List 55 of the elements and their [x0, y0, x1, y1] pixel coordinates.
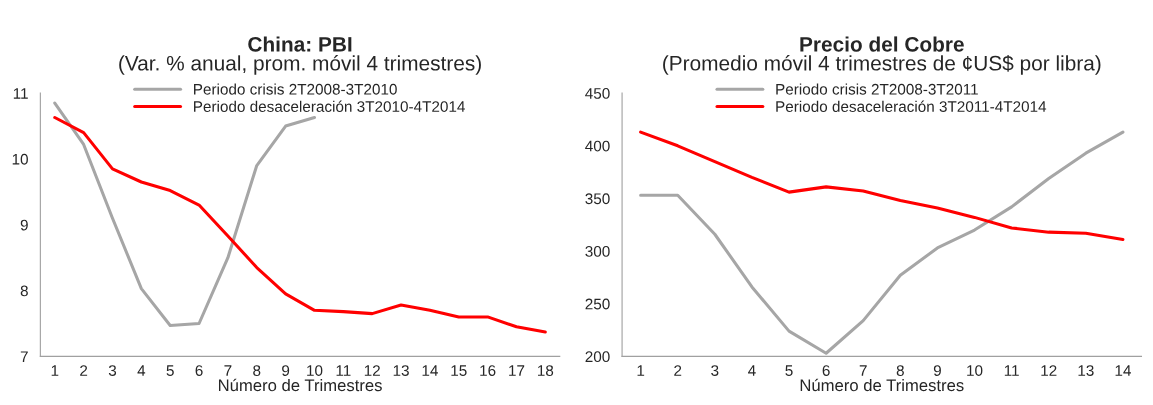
x-tick-label: 7: [224, 365, 232, 376]
y-tick-label: 450: [585, 88, 610, 99]
legend-label: Periodo desaceleración 3T2010-4T2014: [194, 100, 465, 112]
y-tick-label: 400: [585, 140, 610, 152]
y-tick-label: 250: [585, 298, 610, 310]
x-tick-label: 2: [674, 365, 682, 376]
x-tick-label: 15: [451, 365, 467, 376]
x-tick-label: 9: [933, 365, 941, 376]
x-tick-label: 10: [967, 365, 983, 376]
y-tick-label: 200: [585, 351, 610, 363]
y-tick-label: 300: [585, 245, 610, 257]
x-tick-label: 4: [137, 365, 146, 376]
chart-title: Precio del Cobre: [800, 36, 964, 52]
x-tick-label: 3: [711, 365, 719, 376]
x-tick-label: 6: [195, 365, 203, 376]
x-tick-label: 7: [859, 365, 867, 376]
y-tick-label: 10: [12, 153, 28, 165]
x-tick-label: 11: [1004, 365, 1019, 376]
y-tick-label: 11: [13, 88, 28, 99]
x-tick-label: 4: [748, 365, 756, 376]
x-tick-label: 16: [480, 365, 496, 376]
x-tick-label: 17: [509, 365, 525, 376]
x-tick-label: 8: [253, 365, 261, 376]
x-tick-label: 2: [80, 365, 88, 376]
x-tick-label: 1: [51, 365, 59, 376]
chart-subtitle: (Promedio móvil 4 trimestres de ¢US$ por libra): [663, 54, 1101, 75]
x-tick-label: 9: [282, 365, 290, 376]
y-tick-label: 8: [20, 285, 28, 297]
x-tick-label: 6: [822, 365, 830, 376]
x-tick-label: 3: [108, 365, 117, 376]
x-tick-label: 5: [785, 365, 793, 376]
line-series: [53, 115, 547, 334]
x-axis-title: Número de Trimestres: [218, 378, 382, 392]
chart-title: China: PBI: [248, 36, 352, 52]
x-tick-label: 12: [1041, 365, 1057, 376]
legend-label: Periodo crisis 2T2008-3T2011: [776, 83, 978, 95]
legend-label: Periodo crisis 2T2008-3T2010: [194, 83, 397, 95]
x-tick-label: 8: [896, 365, 904, 376]
y-tick-label: 350: [585, 193, 610, 205]
x-tick-label: 5: [166, 365, 174, 376]
y-tick-label: 7: [20, 351, 28, 362]
x-tick-label: 13: [1078, 365, 1094, 376]
x-tick-label: 12: [364, 365, 380, 376]
chart-subtitle: (Var. % anual, prom. móvil 4 trimestres): [119, 55, 481, 75]
line-series: [639, 130, 1125, 242]
x-tick-label: 10: [307, 365, 323, 376]
x-axis-title: Número de Trimestres: [800, 378, 964, 392]
x-tick-label: 1: [637, 365, 645, 376]
x-tick-label: 14: [422, 365, 438, 376]
x-tick-label: 13: [393, 365, 409, 376]
x-tick-label: 18: [537, 365, 554, 376]
x-tick-label: 11: [336, 365, 351, 376]
x-tick-label: 14: [1115, 365, 1131, 376]
legend-label: Periodo desaceleración 3T2011-4T2014: [776, 100, 1047, 112]
y-tick-label: 9: [20, 219, 28, 231]
